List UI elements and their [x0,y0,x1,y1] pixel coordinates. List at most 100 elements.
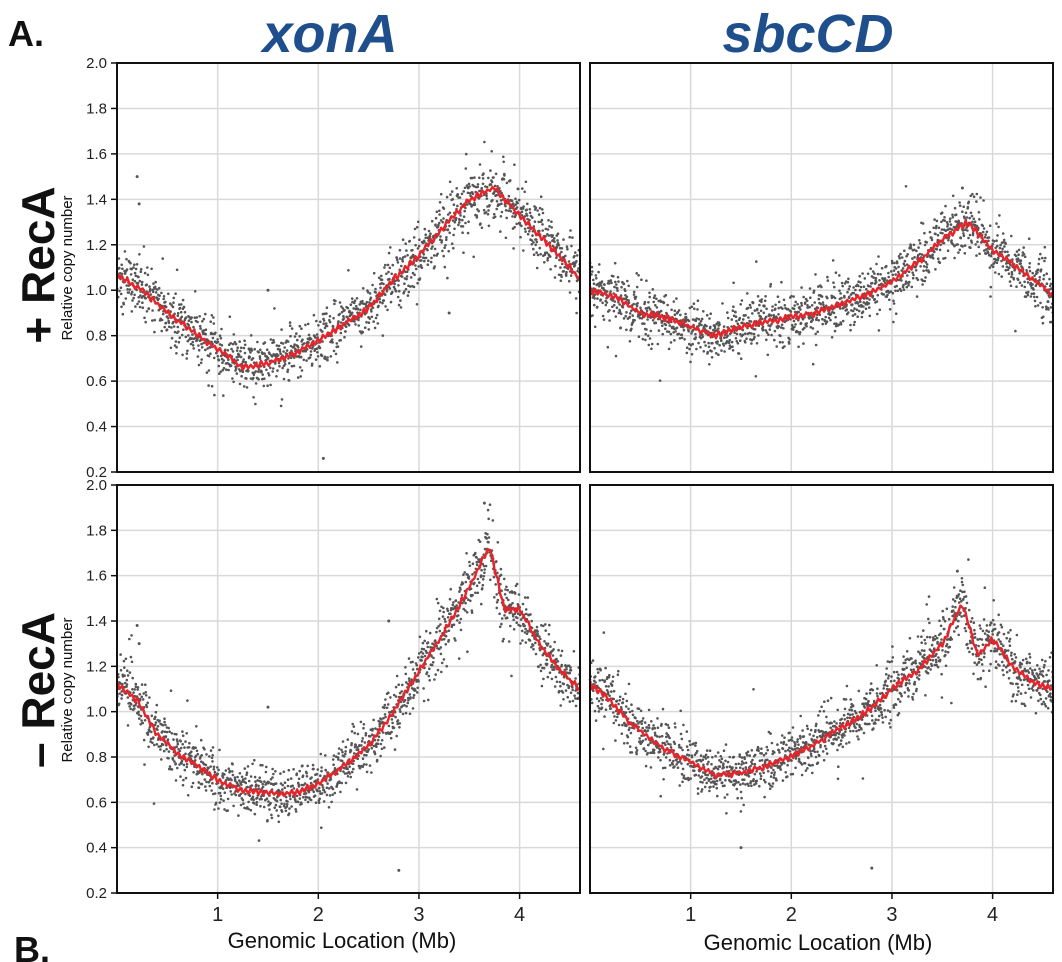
data-point [673,339,676,342]
data-point [982,227,986,230]
data-point [510,674,513,678]
data-point [944,256,947,260]
data-point [692,302,696,306]
data-point [754,375,758,378]
data-points [588,185,1054,383]
data-point [407,677,411,680]
data-point [352,725,356,728]
data-point [962,232,965,235]
data-point [406,696,410,700]
data-point [160,291,163,295]
data-point [222,366,226,370]
data-point [287,768,291,772]
data-point [1003,250,1007,254]
data-point [365,300,369,304]
data-point [652,724,655,727]
data-point [305,359,308,362]
data-point [151,290,155,294]
y-tick-label: 0.6 [86,794,107,811]
data-point [546,259,549,262]
data-point [975,254,978,257]
data-point [537,665,540,669]
data-point [406,701,410,705]
data-point [639,709,643,713]
data-point [722,344,726,347]
data-point [406,294,410,297]
data-point [919,265,922,268]
data-point [849,328,852,332]
data-point [748,303,752,307]
data-point [611,680,614,683]
data-point [177,340,181,344]
data-point [214,801,218,805]
y-tick-label: 1.2 [86,658,107,675]
data-point [141,306,145,310]
data-point [167,325,171,329]
data-point [841,319,845,323]
data-point [669,332,673,336]
data-point [120,697,123,700]
grid [590,484,1053,894]
data-point [932,226,935,230]
data-point [765,338,768,342]
data-point [668,324,671,327]
data-point [153,318,156,322]
data-point [401,683,404,687]
data-point [361,737,365,740]
data-point [511,601,514,605]
data-point [361,287,365,290]
data-point [285,805,289,808]
data-point [158,719,161,722]
data-point [616,715,619,719]
data-point [235,372,239,375]
data-point [662,778,665,781]
data-point [871,294,875,298]
data-point [494,172,498,176]
data-point [630,309,633,313]
data-point [202,317,206,321]
data-point [507,598,510,602]
data-point [486,508,490,512]
data-point [383,746,386,749]
data-point [143,719,147,722]
data-point [492,176,495,179]
data-point [240,374,243,378]
data-point [407,657,411,660]
data-point [768,324,772,328]
data-point [641,337,645,341]
data-point [248,794,252,797]
data-point [290,327,294,330]
data-point [495,207,499,211]
data-point [507,194,511,198]
data-point [211,746,215,749]
data-point [568,291,572,294]
data-point [139,267,143,271]
data-point [573,264,577,267]
data-point [467,182,471,186]
data-point [415,303,419,306]
data-point [176,742,180,746]
data-point [276,369,279,372]
data-point [1031,283,1034,286]
data-point [319,774,322,777]
data-point [690,353,694,356]
data-point [1009,284,1013,288]
data-point [362,726,365,730]
data-point [524,230,527,233]
data-point [593,297,596,300]
data-point [420,659,424,662]
data-point [154,710,158,714]
data-point [357,318,360,322]
data-point [681,325,685,329]
data-point [627,707,630,711]
data-point [677,332,680,336]
data-point [220,327,223,331]
data-point [550,663,554,667]
data-point [204,328,208,332]
data-point [442,207,446,210]
data-point [868,306,871,309]
data-point [505,181,509,185]
data-point [749,320,753,323]
data-point [520,210,524,213]
data-point [618,695,622,699]
